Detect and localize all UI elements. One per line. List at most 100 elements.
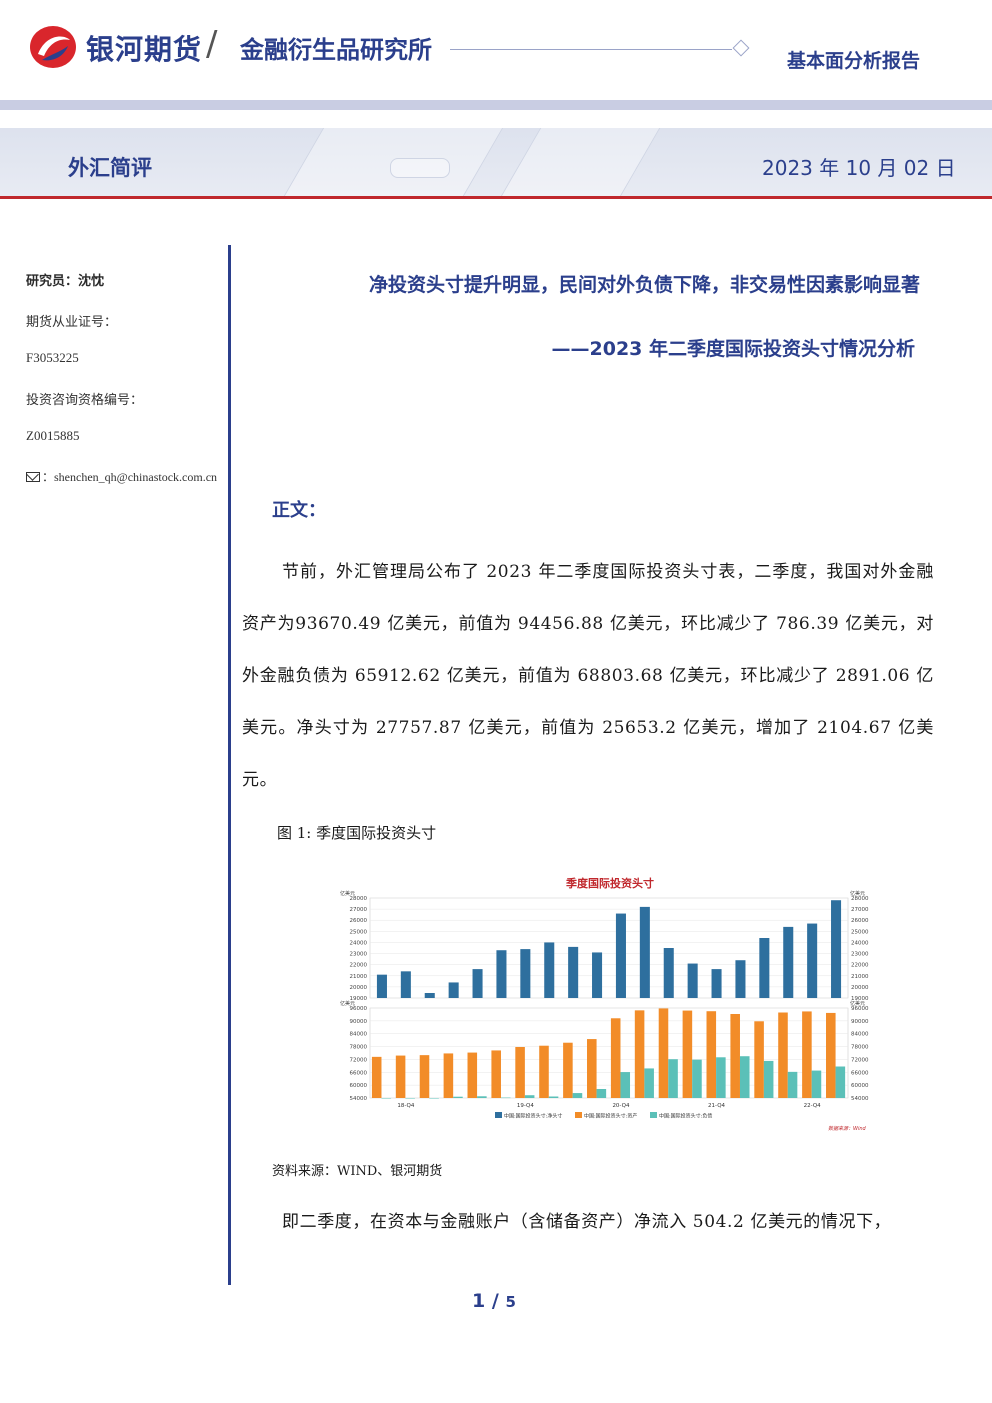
advisor-license-label: 投资咨询资格编号： bbox=[26, 393, 144, 408]
bottom-panel-unit-left: 亿美元 bbox=[340, 1000, 355, 1007]
chart-title: 季度国际投资头寸 bbox=[565, 876, 654, 890]
paragraph: 即二季度，在资本与金融账户（含储备资产）净流入 504.2 亿美元的情况下， bbox=[282, 1212, 892, 1232]
article-title: 净投资头寸提升明显，民间对外负债下降，非交易性因素影响显著 bbox=[368, 274, 920, 296]
chart-source-label: 数据来源：Wind bbox=[828, 1125, 867, 1132]
bottom-panel-bar-a bbox=[706, 1011, 717, 1098]
bottom-panel-bar-b bbox=[477, 1096, 487, 1098]
report-type-label: 基本面分析报告 bbox=[787, 50, 921, 72]
legend-swatch bbox=[495, 1112, 502, 1118]
bottom-panel-bar-b bbox=[524, 1095, 535, 1098]
bottom-panel-bar-b bbox=[763, 1060, 774, 1098]
top-panel-bar-a bbox=[472, 969, 483, 998]
researcher-name: 研究员：沈忱 bbox=[26, 274, 105, 289]
top-panel-y-tick-left: 25000 bbox=[350, 929, 368, 935]
x-tick-label: 18-Q4 bbox=[397, 1103, 415, 1109]
bottom-panel-bar-b bbox=[429, 1098, 439, 1099]
total-pages: 5 bbox=[505, 1293, 516, 1311]
bottom-panel-bar-b bbox=[596, 1089, 607, 1098]
bottom-panel-y-tick-right: 96000 bbox=[851, 1006, 869, 1012]
decor-panel bbox=[390, 158, 450, 178]
bottom-panel-bar-b bbox=[381, 1098, 392, 1099]
bottom-panel-y-tick-left: 54000 bbox=[350, 1096, 368, 1102]
bottom-panel-y-tick-right: 90000 bbox=[851, 1019, 869, 1025]
bottom-panel-bar-b bbox=[692, 1059, 702, 1098]
bottom-panel-bar-b bbox=[668, 1059, 678, 1098]
top-panel-y-tick-left: 28000 bbox=[350, 896, 368, 902]
page-header: 银河期货 / 金融衍生品研究所 基本面分析报告 bbox=[0, 0, 992, 100]
top-panel-y-tick-right: 27000 bbox=[851, 907, 869, 913]
sidebar-divider bbox=[228, 245, 231, 1285]
advisor-license-number: Z0015885 bbox=[26, 428, 80, 443]
bottom-panel-bar-a bbox=[778, 1012, 788, 1098]
bottom-panel-bar-b bbox=[405, 1098, 415, 1099]
top-panel-unit-left: 亿美元 bbox=[340, 890, 355, 897]
bottom-panel-y-tick-left: 72000 bbox=[350, 1057, 368, 1063]
top-panel-y-tick-right: 26000 bbox=[851, 918, 869, 924]
bottom-panel-y-tick-left: 90000 bbox=[350, 1019, 368, 1025]
bottom-panel-bar-b bbox=[787, 1071, 798, 1098]
bottom-panel-bar-a bbox=[754, 1021, 764, 1098]
bottom-panel-bar-b bbox=[739, 1056, 750, 1098]
chart-canvas: 季度国际投资头寸 19000 19000 20000 20000 21000 21000 22… bbox=[340, 876, 869, 1132]
bottom-panel-bar-b bbox=[620, 1072, 631, 1098]
top-panel-y-tick-right: 28000 bbox=[851, 896, 869, 902]
top-panel-frame bbox=[369, 897, 849, 999]
top-panel-bar-a bbox=[831, 900, 842, 998]
bottom-panel-bar-a bbox=[634, 1010, 645, 1098]
bottom-panel-y-tick-right: 78000 bbox=[851, 1045, 869, 1051]
current-page: 1 bbox=[472, 1290, 486, 1312]
top-panel-y-tick-right: 19000 bbox=[851, 996, 869, 1002]
bottom-panel-y-tick-left: 84000 bbox=[350, 1032, 368, 1038]
source-note: 资料来源：WIND、银河期货 bbox=[272, 1164, 443, 1179]
bottom-panel-bar-a bbox=[419, 1055, 430, 1098]
bottom-panel-bar-a bbox=[395, 1055, 406, 1098]
x-tick-label: 22-Q4 bbox=[804, 1103, 822, 1109]
bottom-panel-bar-a bbox=[587, 1039, 597, 1098]
top-panel-bar-a bbox=[568, 946, 579, 998]
body-heading: 正文： bbox=[272, 500, 326, 521]
email-separator: ： bbox=[42, 470, 55, 484]
x-tick-label: 20-Q4 bbox=[612, 1103, 630, 1109]
email-row: ：shenchen_qh@chinastock.com.cn bbox=[26, 468, 217, 485]
bottom-panel-bar-b bbox=[716, 1057, 726, 1098]
top-panel-bar-a bbox=[807, 923, 818, 998]
paragraph: 节前，外汇管理局公布了 2023 年二季度国际投资头寸表，二季度，我国对外金融资… bbox=[242, 562, 934, 790]
bottom-panel-bar-a bbox=[539, 1045, 549, 1098]
bottom-panel-y-tick-right: 84000 bbox=[851, 1032, 869, 1038]
legend-label: 中国:国际投资头寸:资产 bbox=[584, 1113, 637, 1120]
bottom-panel-bar-b bbox=[500, 1097, 511, 1099]
top-panel-bar-a bbox=[711, 969, 722, 998]
bottom-panel-y-tick-left: 66000 bbox=[350, 1070, 368, 1076]
license-number: F3053225 bbox=[26, 350, 79, 365]
legend-label: 中国:国际投资头寸:负债 bbox=[659, 1113, 712, 1120]
top-panel-bar-a bbox=[735, 960, 746, 998]
bottom-panel-y-tick-right: 72000 bbox=[851, 1057, 869, 1063]
galaxy-logo-icon bbox=[30, 26, 76, 68]
institute-name: 金融衍生品研究所 bbox=[240, 36, 432, 64]
top-panel-bar-a bbox=[376, 974, 387, 998]
bottom-panel-bar-b bbox=[811, 1070, 822, 1098]
top-panel-bar-a bbox=[663, 948, 674, 998]
top-panel-bar-a bbox=[544, 942, 555, 998]
bottom-panel-bar-b bbox=[572, 1093, 583, 1098]
x-tick-label: 19-Q4 bbox=[517, 1103, 535, 1109]
column-title: 外汇简评 bbox=[68, 156, 152, 180]
bottom-panel-bar-a bbox=[563, 1042, 573, 1098]
bottom-panel-bar-a bbox=[515, 1047, 525, 1098]
legend-swatch bbox=[650, 1112, 657, 1118]
page-separator: / bbox=[491, 1290, 499, 1312]
top-panel-bar-a bbox=[759, 938, 770, 998]
legend-swatch bbox=[575, 1112, 582, 1118]
sub-header-band: 外汇简评 2023 年 10 月 02 日 bbox=[0, 128, 992, 196]
email-link[interactable]: shenchen_qh@chinastock.com.cn bbox=[54, 470, 218, 484]
top-panel-bar-a bbox=[592, 952, 603, 998]
bottom-panel-y-tick-left: 78000 bbox=[350, 1045, 368, 1051]
bottom-panel-frame bbox=[369, 1007, 849, 1099]
bottom-panel-y-tick-right: 54000 bbox=[851, 1096, 869, 1102]
figure-caption: 图 1: 季度国际投资头寸 bbox=[277, 824, 437, 842]
top-panel-y-tick-left: 27000 bbox=[350, 907, 368, 913]
brand-separator: / bbox=[206, 24, 218, 64]
bottom-panel-bar-b bbox=[835, 1066, 846, 1098]
top-panel-y-tick-left: 24000 bbox=[350, 940, 368, 946]
top-panel-y-tick-right: 20000 bbox=[851, 985, 869, 991]
